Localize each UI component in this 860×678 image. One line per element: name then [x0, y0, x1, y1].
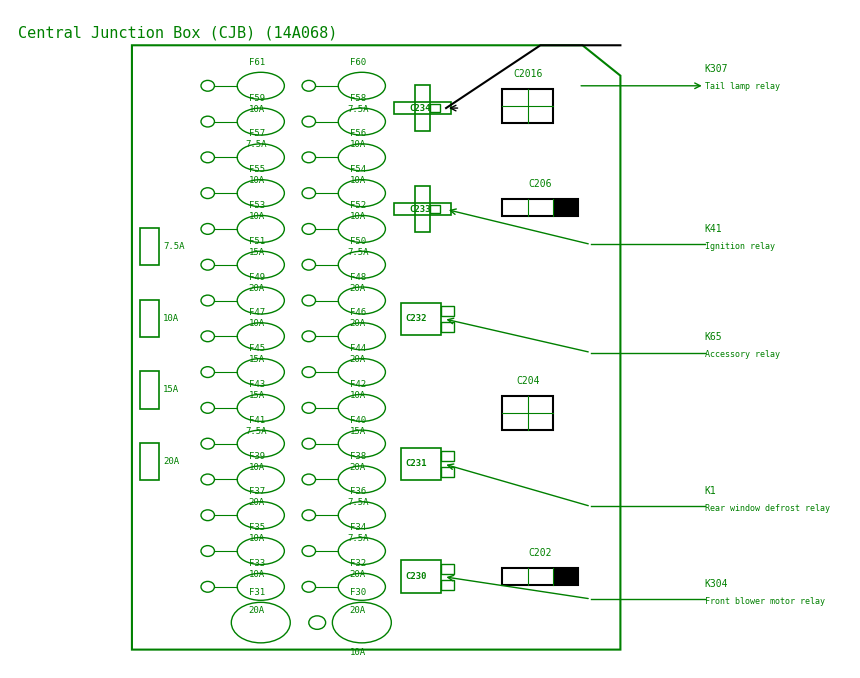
Text: F30: F30	[349, 588, 366, 597]
Text: 20A: 20A	[349, 283, 366, 293]
Text: F56: F56	[349, 129, 366, 138]
Text: F52: F52	[349, 201, 366, 210]
Text: F55: F55	[249, 165, 265, 174]
Text: 10A: 10A	[249, 176, 265, 185]
Text: F61: F61	[249, 58, 265, 67]
Text: F35: F35	[249, 523, 265, 532]
Text: F51: F51	[249, 237, 265, 246]
Text: 10A: 10A	[249, 570, 265, 579]
Text: 20A: 20A	[349, 319, 366, 328]
Text: 7.5A: 7.5A	[347, 248, 368, 257]
Text: F50: F50	[349, 237, 366, 246]
Text: F54: F54	[349, 165, 366, 174]
Text: C232: C232	[406, 314, 427, 323]
Text: 7.5A: 7.5A	[246, 140, 267, 149]
Text: 7.5A: 7.5A	[246, 426, 267, 436]
Text: 10A: 10A	[249, 319, 265, 328]
Text: 7.5A: 7.5A	[347, 534, 368, 543]
Text: 20A: 20A	[349, 462, 366, 472]
Text: 10A: 10A	[349, 391, 366, 400]
Text: 15A: 15A	[249, 248, 265, 257]
Text: 7.5A: 7.5A	[347, 104, 368, 114]
Text: K307: K307	[704, 64, 728, 75]
Text: 20A: 20A	[249, 283, 265, 293]
Text: Accessory relay: Accessory relay	[704, 351, 780, 359]
Text: 7.5A: 7.5A	[163, 242, 185, 252]
FancyBboxPatch shape	[553, 568, 578, 585]
Text: 10A: 10A	[349, 140, 366, 149]
Text: F58: F58	[349, 94, 366, 102]
Text: C204: C204	[516, 376, 539, 386]
Text: Tail lamp relay: Tail lamp relay	[704, 82, 780, 92]
Text: 10A: 10A	[349, 212, 366, 221]
Text: 15A: 15A	[349, 426, 366, 436]
Text: F38: F38	[349, 452, 366, 460]
Text: F53: F53	[249, 201, 265, 210]
Text: F44: F44	[349, 344, 366, 353]
Text: Ignition relay: Ignition relay	[704, 242, 775, 252]
Text: 10A: 10A	[249, 212, 265, 221]
Text: K1: K1	[704, 485, 716, 496]
Text: 20A: 20A	[163, 457, 179, 466]
Text: 10A: 10A	[349, 176, 366, 185]
Text: 20A: 20A	[249, 498, 265, 507]
Text: C233: C233	[409, 205, 431, 214]
Text: 15A: 15A	[163, 386, 179, 395]
Text: 20A: 20A	[349, 605, 366, 615]
Text: C2016: C2016	[513, 69, 543, 79]
Text: F49: F49	[249, 273, 265, 281]
Text: F37: F37	[249, 487, 265, 496]
Text: K41: K41	[704, 224, 722, 235]
Text: 20A: 20A	[249, 605, 265, 615]
Text: Central Junction Box (CJB) (14A068): Central Junction Box (CJB) (14A068)	[18, 25, 338, 40]
FancyBboxPatch shape	[553, 199, 578, 216]
Text: K304: K304	[704, 579, 728, 589]
Text: 10A: 10A	[249, 104, 265, 114]
Text: 15A: 15A	[249, 355, 265, 364]
Text: F43: F43	[249, 380, 265, 389]
Text: F47: F47	[249, 308, 265, 317]
Text: 10A: 10A	[163, 314, 179, 323]
Text: C231: C231	[406, 460, 427, 468]
Text: F40: F40	[349, 416, 366, 424]
Text: F60: F60	[349, 58, 366, 67]
Text: F36: F36	[349, 487, 366, 496]
Text: Front blower motor relay: Front blower motor relay	[704, 597, 825, 605]
Text: F45: F45	[249, 344, 265, 353]
Text: K65: K65	[704, 332, 722, 342]
Text: F31: F31	[249, 588, 265, 597]
Text: F46: F46	[349, 308, 366, 317]
Text: C202: C202	[529, 548, 552, 558]
Text: F57: F57	[249, 129, 265, 138]
Text: F32: F32	[349, 559, 366, 568]
Text: F33: F33	[249, 559, 265, 568]
Text: F59: F59	[249, 94, 265, 102]
Text: C206: C206	[529, 179, 552, 188]
Text: 20A: 20A	[349, 355, 366, 364]
Text: 10A: 10A	[249, 534, 265, 543]
Text: F48: F48	[349, 273, 366, 281]
Text: 15A: 15A	[249, 391, 265, 400]
Text: F42: F42	[349, 380, 366, 389]
Text: F41: F41	[249, 416, 265, 424]
Text: 10A: 10A	[249, 462, 265, 472]
Text: 20A: 20A	[349, 570, 366, 579]
Text: F34: F34	[349, 523, 366, 532]
Text: Rear window defrost relay: Rear window defrost relay	[704, 504, 830, 513]
Text: 10A: 10A	[349, 648, 366, 657]
Text: 7.5A: 7.5A	[347, 498, 368, 507]
Text: C234: C234	[409, 104, 431, 113]
Text: C230: C230	[406, 572, 427, 581]
Text: F39: F39	[249, 452, 265, 460]
